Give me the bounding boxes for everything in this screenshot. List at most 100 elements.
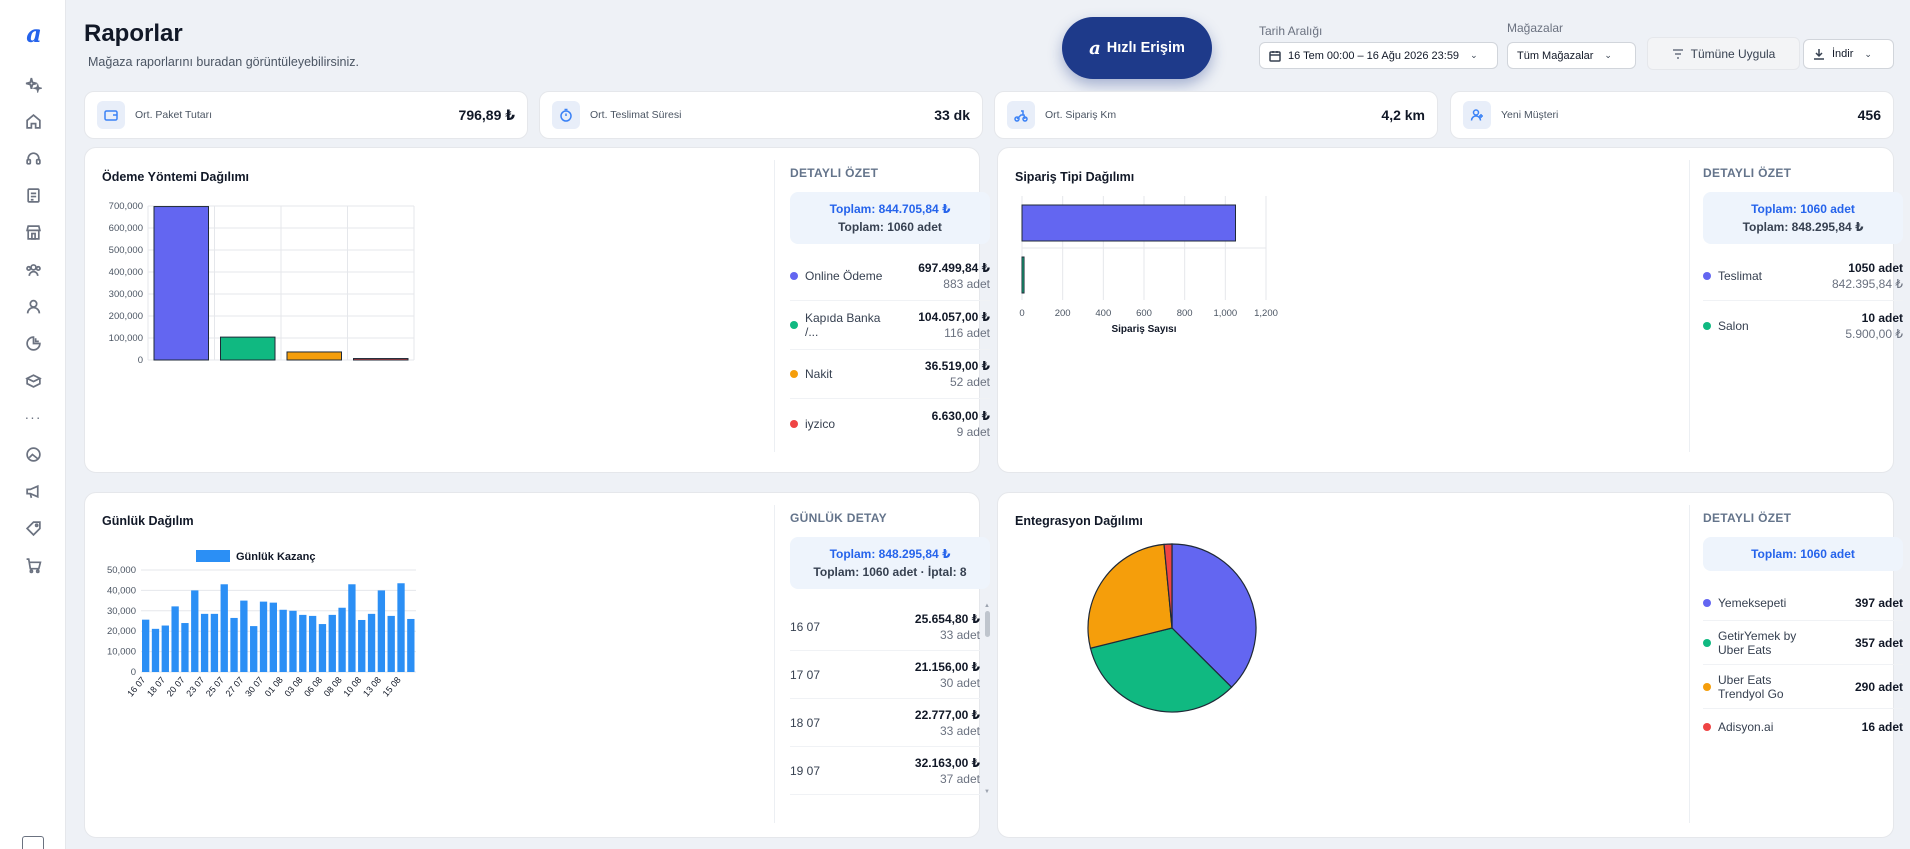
item-count: 52 adet bbox=[949, 375, 990, 389]
x-tick-label: 15 08 bbox=[381, 675, 403, 699]
item-amount: 36.519,00 ₺ bbox=[924, 359, 990, 373]
x-tick-label: 200 bbox=[1055, 308, 1071, 319]
daily-bar-chart: Günlük Kazanç 50,000 40,000 30,000 20,000 10,… bbox=[107, 550, 416, 699]
summary-heading: DETAYLI ÖZET bbox=[1703, 166, 1792, 180]
bar bbox=[328, 614, 336, 672]
bar bbox=[230, 617, 238, 672]
scrollbar[interactable]: ▲ ▼ bbox=[984, 603, 990, 795]
total-count: Toplam: 1060 adet bbox=[1751, 547, 1855, 561]
team-icon[interactable] bbox=[12, 255, 54, 283]
legend-dot bbox=[1703, 598, 1711, 607]
x-tick-label: 0 bbox=[1019, 308, 1024, 319]
stat-label: Ort. Paket Tutarı bbox=[135, 109, 213, 121]
summary-total-box: Toplam: 844.705,84 ₺ Toplam: 1060 adet bbox=[790, 192, 990, 244]
megaphone-icon[interactable] bbox=[12, 477, 54, 505]
stores-value: Tüm Mağazalar bbox=[1517, 49, 1594, 62]
pie-slice bbox=[1087, 543, 1173, 649]
x-tick-label: 400 bbox=[1095, 308, 1111, 319]
integration-chart-title: Entegrasyon Dağılımı bbox=[1015, 514, 1143, 528]
sparkle-icon[interactable] bbox=[12, 70, 54, 98]
download-label: İndir bbox=[1832, 48, 1854, 60]
x-tick-label: 06 08 bbox=[302, 675, 324, 699]
boxes-icon[interactable] bbox=[12, 366, 54, 394]
x-tick-label: 03 08 bbox=[282, 675, 304, 699]
x-tick-label: 27 07 bbox=[224, 675, 246, 699]
store-icon[interactable] bbox=[12, 218, 54, 246]
y-tick-label: 50,000 bbox=[107, 565, 136, 576]
date-range-picker[interactable]: 16 Tem 00:00 – 16 Ağu 2026 23:59 ⌄ bbox=[1259, 42, 1498, 69]
stat-value: 4,2 km bbox=[1381, 107, 1425, 123]
list-item: GetirYemek by Uber Eats 357 adet bbox=[1703, 621, 1903, 665]
summary-total-box: Toplam: 1060 adet Toplam: 848.295,84 ₺ bbox=[1703, 192, 1903, 244]
more-icon[interactable]: ··· bbox=[24, 409, 42, 425]
payment-chart-title: Ödeme Yöntemi Dağılımı bbox=[102, 170, 250, 184]
item-name: Nakit bbox=[805, 367, 833, 381]
divider bbox=[1689, 160, 1690, 452]
quick-access-button[interactable]: a Hızlı Erişim bbox=[1062, 17, 1212, 79]
headset-icon[interactable] bbox=[12, 144, 54, 172]
apply-all-button[interactable]: Tümüne Uygula bbox=[1647, 37, 1800, 70]
y-tick-label: 0 bbox=[131, 667, 136, 678]
tag-icon[interactable] bbox=[12, 514, 54, 542]
y-tick-label: 20,000 bbox=[107, 626, 136, 637]
image-icon[interactable] bbox=[12, 440, 54, 468]
x-tick-label: 01 08 bbox=[263, 675, 285, 699]
day-date: 17 07 bbox=[790, 667, 821, 682]
stores-label: Mağazalar bbox=[1507, 21, 1564, 35]
list-item: iyzico 6.630,00 ₺ 9 adet bbox=[790, 399, 990, 448]
y-tick-label: 400,000 bbox=[109, 267, 143, 278]
bar bbox=[289, 610, 297, 672]
list-item: Yemeksepeti 397 adet bbox=[1703, 585, 1903, 621]
stat-value: 796,89 ₺ bbox=[458, 106, 515, 123]
cart-icon[interactable] bbox=[12, 551, 54, 579]
item-amount: 5.900,00 ₺ bbox=[1845, 326, 1903, 341]
day-amount: 21.156,00 ₺ bbox=[914, 659, 980, 674]
bar bbox=[377, 590, 386, 672]
divider bbox=[774, 505, 775, 823]
bar bbox=[308, 615, 317, 672]
download-button[interactable]: İndir ⌄ bbox=[1803, 39, 1894, 69]
legend-dot bbox=[790, 321, 798, 329]
stat-label: Ort. Teslimat Süresi bbox=[590, 109, 682, 121]
y-tick-label: 30,000 bbox=[107, 606, 136, 617]
payment-summary: DETAYLI ÖZET Toplam: 844.705,84 ₺ Toplam… bbox=[790, 166, 990, 448]
total-count: Toplam: 1060 adet · İptal: 8 bbox=[813, 565, 967, 579]
daily-summary: GÜNLÜK DETAY Toplam: 848.295,84 ₺ Toplam… bbox=[790, 511, 990, 795]
day-count: 33 adet bbox=[939, 723, 980, 738]
scroll-down-icon[interactable]: ▼ bbox=[984, 789, 990, 795]
item-name: Adisyon.ai bbox=[1718, 720, 1774, 734]
analytics-icon[interactable] bbox=[12, 329, 54, 357]
legend-dot bbox=[790, 272, 798, 280]
scroll-thumb[interactable] bbox=[985, 611, 990, 637]
sidebar-bottom-icon[interactable] bbox=[22, 836, 44, 849]
bar bbox=[1021, 256, 1025, 294]
bar bbox=[286, 351, 342, 361]
bar bbox=[348, 584, 356, 672]
daily-list[interactable]: 16 07 25.654,80 ₺ 33 adet 17 07 21.156,00… bbox=[790, 603, 990, 795]
integration-list: Yemeksepeti 397 adet GetirYemek by Uber … bbox=[1703, 585, 1903, 745]
page-subtitle: Mağaza raporlarını buradan görüntüleyebi… bbox=[88, 55, 359, 69]
list-item: Nakit 36.519,00 ₺ 52 adet bbox=[790, 350, 990, 399]
bar bbox=[318, 624, 327, 672]
stores-select[interactable]: Tüm Mağazalar ⌄ bbox=[1507, 42, 1636, 69]
date-range-value: 16 Tem 00:00 – 16 Ağu 2026 23:59 bbox=[1288, 49, 1460, 62]
x-tick-label: 800 bbox=[1177, 308, 1193, 319]
bar bbox=[240, 600, 248, 672]
user-icon[interactable] bbox=[12, 292, 54, 320]
scroll-up-icon[interactable]: ▲ bbox=[984, 603, 990, 609]
document-icon[interactable] bbox=[12, 181, 54, 209]
y-tick-label: 10,000 bbox=[107, 647, 136, 658]
home-icon[interactable] bbox=[12, 107, 54, 135]
list-item: 19 07 32.163,00 ₺ 37 adet bbox=[790, 747, 980, 795]
payment-list: Online Ödeme 697.499,84 ₺ 883 adet Kapıda… bbox=[790, 252, 990, 448]
bar bbox=[220, 584, 228, 672]
x-tick-label: 18 07 bbox=[145, 675, 167, 699]
legend-dot bbox=[1703, 723, 1711, 731]
x-tick-label: 1,200 bbox=[1254, 308, 1278, 319]
item-name: GetirYemek by Uber Eats bbox=[1718, 628, 1797, 657]
x-tick-label: 13 08 bbox=[361, 675, 383, 699]
item-name: Yemeksepeti bbox=[1718, 595, 1787, 610]
app-logo[interactable]: a bbox=[26, 19, 42, 48]
total-amount: Toplam: 844.705,84 ₺ bbox=[829, 202, 951, 216]
y-tick-label: 500,000 bbox=[109, 245, 143, 256]
